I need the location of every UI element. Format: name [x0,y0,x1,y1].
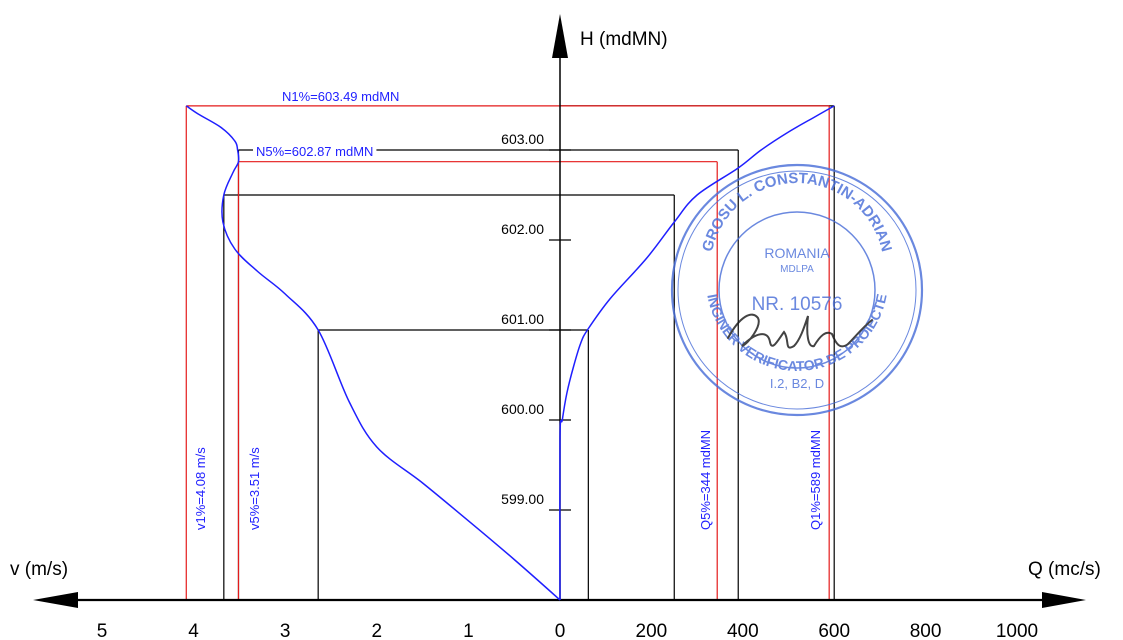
q-tick-label: 400 [727,621,759,640]
q1-label: Q1%=589 mdMN [808,430,823,530]
v-tick-label: 1 [463,621,474,640]
v-tick-label: 2 [372,621,383,640]
discharge-curve [559,105,835,601]
engineer-stamp: GROSU L. CONSTANTIN-ADRIAN INGINER VERIF… [670,163,924,417]
axes: H (mdMN) v (m/s) Q (mc/s) [10,14,1101,608]
q-tick-label: 800 [910,621,942,640]
label-background [279,88,403,105]
v-tick-label: 0 [555,621,566,640]
q-tick-label: 1000 [996,621,1038,640]
h-tick-label: 601.00 [501,311,544,327]
n1-label: N1%=603.49 mdMN [282,89,399,104]
right-axis-label: Q (mc/s) [1028,559,1101,580]
v5-label: v5%=3.51 m/s [247,447,262,530]
reference-lines [185,105,835,600]
v-tick-label: 5 [97,621,108,640]
stamp-inner-ring [718,211,876,369]
up-arrow-icon [552,14,568,58]
y-axis-label: H (mdMN) [580,29,668,50]
stamp-outer-ring-inner [677,170,917,410]
h-tick-label: 600.00 [501,401,544,417]
right-arrow-icon [1042,592,1086,608]
velocity-curve [185,105,561,601]
annotations: N1%=603.49 mdMN N5%=602.87 mdMN v1%=4.08… [193,88,823,530]
stamp-country: ROMANIA [764,245,830,261]
left-arrow-icon [33,592,78,608]
signature-image [727,313,873,349]
q-tick-label: 600 [818,621,850,640]
h-tick-label: 599.00 [501,491,544,507]
curves [185,105,835,601]
ticks: 599.00 600.00 601.00 602.00 603.00 5 4 3 2 1 0 200 4… [97,131,1038,640]
n5-label: N5%=602.87 mdMN [256,144,373,159]
q5-label: Q5%=344 mdMN [698,430,713,530]
v-tick-label: 4 [188,621,199,640]
label-background [253,143,377,160]
h-tick-label: 603.00 [501,131,544,147]
h-tick-label: 602.00 [501,221,544,237]
stamp-number: NR. 10576 [752,294,843,315]
stamp-code: I.2, B2, D [770,376,824,391]
left-axis-label: v (m/s) [10,559,68,580]
stamp-agency: MDLPA [780,264,814,275]
q-tick-label: 200 [636,621,668,640]
v-tick-label: 3 [280,621,291,640]
stamp-outer-ring [670,163,924,417]
v1-label: v1%=4.08 m/s [193,447,208,530]
